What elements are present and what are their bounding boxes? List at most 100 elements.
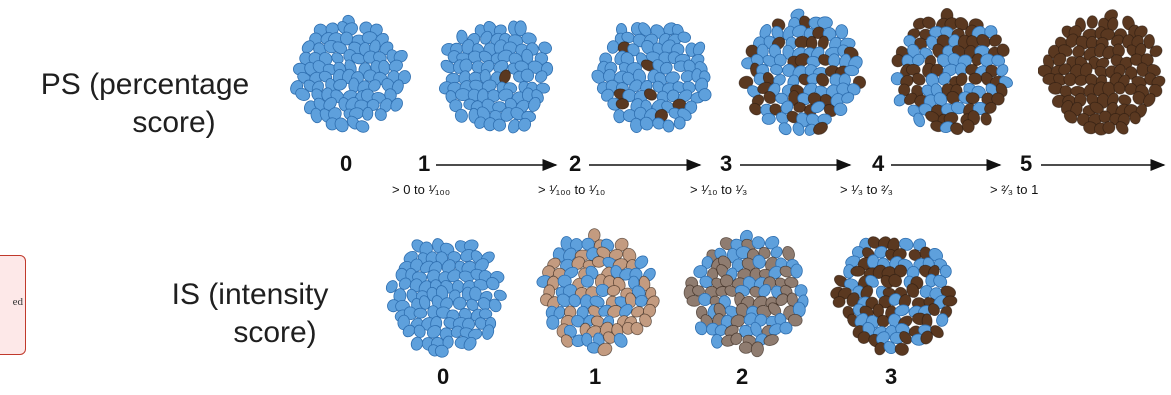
unstained-cell [778, 122, 792, 136]
unstained-cell [913, 112, 925, 128]
stained-cell [989, 34, 1002, 47]
unstained-cell [773, 53, 787, 67]
unstained-cell [521, 32, 537, 45]
unstained-cell [518, 117, 532, 132]
stained-cell [930, 325, 944, 339]
ps-range-5: > ²⁄₃ to 1 [990, 182, 1039, 197]
stained-cell [813, 121, 828, 135]
stained-cell [643, 88, 658, 101]
unstained-cell [479, 308, 493, 320]
stained-cell [788, 313, 803, 327]
unstained-cell [402, 324, 416, 338]
ps-range-2: > ¹⁄₁₀₀ to ¹⁄₁₀ [538, 182, 606, 197]
unstained-cell [514, 20, 527, 37]
unstained-cell [331, 52, 344, 65]
stained-cell [1129, 111, 1141, 125]
is-cluster-3 [830, 236, 958, 356]
unstained-cell [692, 41, 706, 56]
stained-cell [857, 331, 871, 344]
unstained-cell [996, 64, 1009, 77]
stained-cell [730, 332, 743, 346]
stained-cell [615, 98, 630, 110]
stained-cell [961, 119, 975, 134]
unstained-cell [938, 72, 951, 86]
ps-cluster-1 [439, 20, 554, 134]
ps-score-3: 3 [720, 151, 733, 176]
unstained-cell [536, 82, 550, 94]
stained-cell [606, 285, 621, 297]
stained-cell [750, 341, 764, 358]
unstained-cell [790, 263, 803, 279]
unstained-cell [434, 344, 449, 358]
unstained-cell [534, 70, 548, 83]
unstained-cell [775, 92, 789, 105]
is-label: IS (intensity score) [130, 276, 370, 352]
unstained-cell [662, 119, 675, 133]
unstained-cell [634, 255, 649, 269]
stained-cell [922, 16, 936, 30]
stained-cell [603, 331, 616, 344]
unstained-cell [770, 246, 783, 259]
is-score-0: 0 [437, 364, 450, 389]
side-note-box: ed [0, 255, 26, 355]
unstained-cell [355, 120, 370, 133]
unstained-cell [613, 333, 628, 348]
unstained-cell [440, 59, 455, 74]
unstained-cell [493, 289, 507, 301]
stained-cell [794, 53, 810, 67]
unstained-cell [714, 324, 728, 336]
unstained-cell [557, 293, 571, 307]
ps-range-1: > 0 to ¹⁄₁₀₀ [392, 182, 451, 197]
stained-cell [894, 342, 909, 356]
unstained-cell [888, 293, 902, 306]
stained-cell [1102, 121, 1116, 135]
unstained-cell [413, 307, 428, 319]
is-score-1: 1 [589, 364, 602, 389]
unstained-cell [991, 54, 1006, 67]
is-score-3: 3 [885, 364, 898, 389]
unstained-cell [454, 108, 468, 123]
ps-score-1: 1 [418, 151, 431, 176]
unstained-cell [639, 116, 654, 131]
stained-cell [749, 102, 762, 116]
ps-cluster-2 [591, 22, 712, 133]
stained-cell [908, 249, 922, 262]
stained-cell [984, 102, 997, 114]
stained-cell [888, 274, 903, 288]
unstained-cell [477, 297, 491, 311]
unstained-cell [804, 123, 817, 136]
unstained-cell [779, 321, 793, 335]
stained-cell [950, 122, 964, 135]
unstained-cell [698, 88, 712, 102]
ps-cluster-0 [290, 14, 411, 133]
unstained-cell [912, 53, 925, 67]
stained-cell [899, 330, 912, 345]
unstained-cell [426, 325, 442, 339]
unstained-cell [468, 328, 483, 340]
unstained-cell [751, 236, 765, 250]
stained-cell [1113, 81, 1126, 95]
stained-cell [560, 334, 574, 348]
side-note-text: ed [12, 296, 23, 308]
unstained-cell [486, 277, 500, 291]
is-cluster-0 [385, 238, 507, 358]
unstained-cell [295, 87, 311, 101]
ps-score-5: 5 [1020, 151, 1033, 176]
unstained-cell [492, 118, 507, 132]
unstained-cell [792, 122, 805, 136]
unstained-cell [390, 97, 403, 112]
stained-cell [976, 33, 991, 49]
unstained-cell [833, 102, 848, 116]
stained-cell [927, 303, 940, 317]
ps-cluster-3 [738, 8, 867, 136]
unstained-cell [334, 117, 349, 133]
stained-cell [1143, 34, 1155, 49]
ps-label-line1: PS (percentage [40, 68, 250, 101]
unstained-cell [388, 59, 403, 73]
is-cluster-2 [683, 229, 809, 358]
ps-range-3: > ¹⁄₁₀ to ¹⁄₃ [690, 182, 748, 197]
unstained-cell [695, 321, 708, 336]
ps-score-4: 4 [872, 151, 885, 176]
unstained-cell [893, 94, 907, 107]
